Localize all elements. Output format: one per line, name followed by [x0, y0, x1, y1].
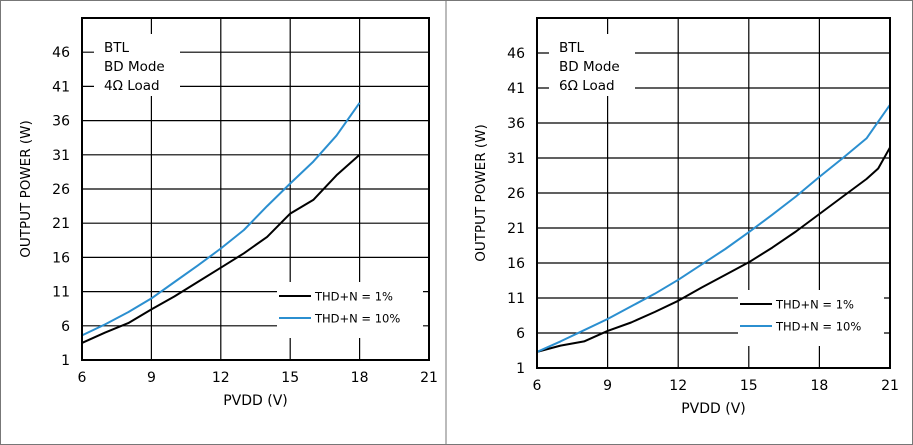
plot-border [536, 17, 891, 369]
series-line-1 [81, 102, 361, 337]
y-tick-label: 31 [507, 151, 525, 167]
annotation-line: BD Mode [104, 59, 165, 75]
y-tick-label: 6 [61, 319, 70, 335]
y-tick-label: 41 [507, 81, 525, 97]
x-tick-label: 18 [351, 370, 369, 386]
x-tick-label: 21 [881, 378, 899, 394]
x-tick-label: 15 [740, 378, 758, 394]
y-tick-label: 16 [507, 256, 525, 272]
legend [738, 290, 884, 346]
annotation-box [94, 34, 180, 96]
y-tick-label: 36 [52, 114, 70, 130]
annotation-line: 4Ω Load [104, 78, 160, 94]
y-tick-label: 26 [52, 182, 70, 198]
series-line-0 [536, 147, 891, 353]
y-tick-label: 26 [507, 186, 525, 202]
series-line-0 [81, 154, 361, 344]
x-tick-label: 12 [212, 370, 230, 386]
legend-label: THD+N = 1% [775, 298, 854, 312]
y-axis-label: OUTPUT POWER (W) [473, 124, 489, 262]
y-tick-label: 11 [52, 285, 70, 301]
y-tick-label: 36 [507, 116, 525, 132]
y-tick-label: 46 [52, 45, 70, 61]
y-tick-label: 31 [52, 148, 70, 164]
annotation-line: BTL [559, 40, 585, 56]
y-tick-label: 1 [61, 353, 70, 369]
y-tick-label: 11 [507, 291, 525, 307]
x-tick-label: 9 [603, 378, 612, 394]
y-tick-label: 6 [516, 326, 525, 342]
series-line-1 [536, 104, 891, 353]
x-tick-label: 6 [78, 370, 87, 386]
x-tick-label: 12 [669, 378, 687, 394]
annotation-line: BD Mode [559, 59, 620, 75]
plot-border [81, 17, 430, 361]
y-axis-label: OUTPUT POWER (W) [18, 120, 34, 258]
y-tick-label: 41 [52, 79, 70, 95]
x-tick-label: 21 [420, 370, 438, 386]
x-tick-label: 6 [533, 378, 542, 394]
annotation-line: 6Ω Load [559, 78, 615, 94]
annotation-box [549, 34, 635, 96]
y-tick-label: 16 [52, 250, 70, 266]
x-tick-label: 9 [147, 370, 156, 386]
legend-label: THD+N = 10% [314, 312, 400, 326]
x-tick-label: 15 [281, 370, 299, 386]
legend-label: THD+N = 10% [775, 320, 861, 334]
chart-6ohm: BTL BD Mode 6Ω Load THD+N = 1% THD+N = 10% 6 9… [473, 17, 899, 417]
x-axis-label: PVDD (V) [223, 393, 288, 409]
annotation-line: BTL [104, 40, 130, 56]
legend-label: THD+N = 1% [314, 290, 393, 304]
y-tick-label: 1 [516, 361, 525, 377]
y-tick-label: 21 [507, 221, 525, 237]
x-axis-label: PVDD (V) [681, 401, 746, 417]
legend [277, 282, 423, 338]
y-tick-label: 21 [52, 216, 70, 232]
y-tick-label: 46 [507, 46, 525, 62]
chart-4ohm: BTL BD Mode 4Ω Load THD+N = 1% THD+N = 10% 6 9… [18, 17, 438, 409]
x-tick-label: 18 [810, 378, 828, 394]
